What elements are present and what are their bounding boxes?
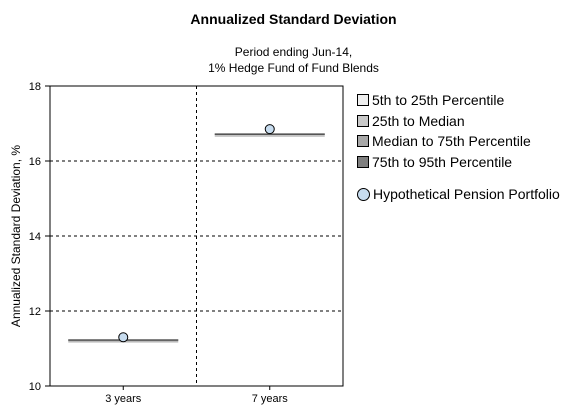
legend-label-portfolio: Hypothetical Pension Portfolio xyxy=(373,186,560,203)
portfolio-point xyxy=(264,124,275,135)
bar-p5-25 xyxy=(214,134,325,136)
legend-item-portfolio: Hypothetical Pension Portfolio xyxy=(357,184,560,205)
legend-swatch-p25-50 xyxy=(357,114,369,127)
y-tick-labels: 10 12 14 16 18 xyxy=(29,81,41,393)
y-tick-marks xyxy=(45,85,271,390)
portfolio-points xyxy=(118,124,275,343)
y-tick-label: 18 xyxy=(29,81,41,93)
y-tick-label: 16 xyxy=(29,156,41,168)
legend-item-p25-50: 25th to Median xyxy=(357,111,560,132)
portfolio-point xyxy=(118,332,129,343)
legend-label-p5-25: 5th to 25th Percentile xyxy=(372,92,505,109)
legend-swatch-p50-75 xyxy=(357,135,369,148)
legend-marker-portfolio xyxy=(357,187,370,201)
legend: 5th to 25th Percentile 25th to Median Me… xyxy=(357,90,560,205)
chart-subtitle-line2: 1% Hedge Fund of Fund Blends xyxy=(208,61,379,75)
legend-swatch-p75-95 xyxy=(357,155,369,168)
plot-frame xyxy=(49,85,344,387)
x-tick-labels: 3 years 7 years xyxy=(105,393,288,405)
x-tick-label: 3 years xyxy=(105,393,142,405)
legend-label-p50-75: Median to 75th Percentile xyxy=(372,133,531,150)
legend-swatch-p5-25 xyxy=(357,94,369,107)
y-tick-label: 12 xyxy=(29,306,41,318)
grid-lines xyxy=(50,86,343,386)
legend-label-p25-50: 25th to Median xyxy=(372,112,465,129)
legend-item-p50-75: Median to 75th Percentile xyxy=(357,131,560,152)
legend-item-p75-95: 75th to 95th Percentile xyxy=(357,152,560,173)
y-axis-label: Annualized Standard Deviation, % xyxy=(9,145,23,327)
chart-title: Annualized Standard Deviation xyxy=(190,11,397,27)
chart-subtitle-line1: Period ending Jun-14, xyxy=(234,45,353,59)
y-tick-label: 14 xyxy=(29,231,41,243)
legend-item-p5-25: 5th to 25th Percentile xyxy=(357,90,560,111)
y-tick-label: 10 xyxy=(29,381,41,393)
legend-label-p75-95: 75th to 95th Percentile xyxy=(372,153,513,170)
x-tick-label: 7 years xyxy=(252,393,289,405)
